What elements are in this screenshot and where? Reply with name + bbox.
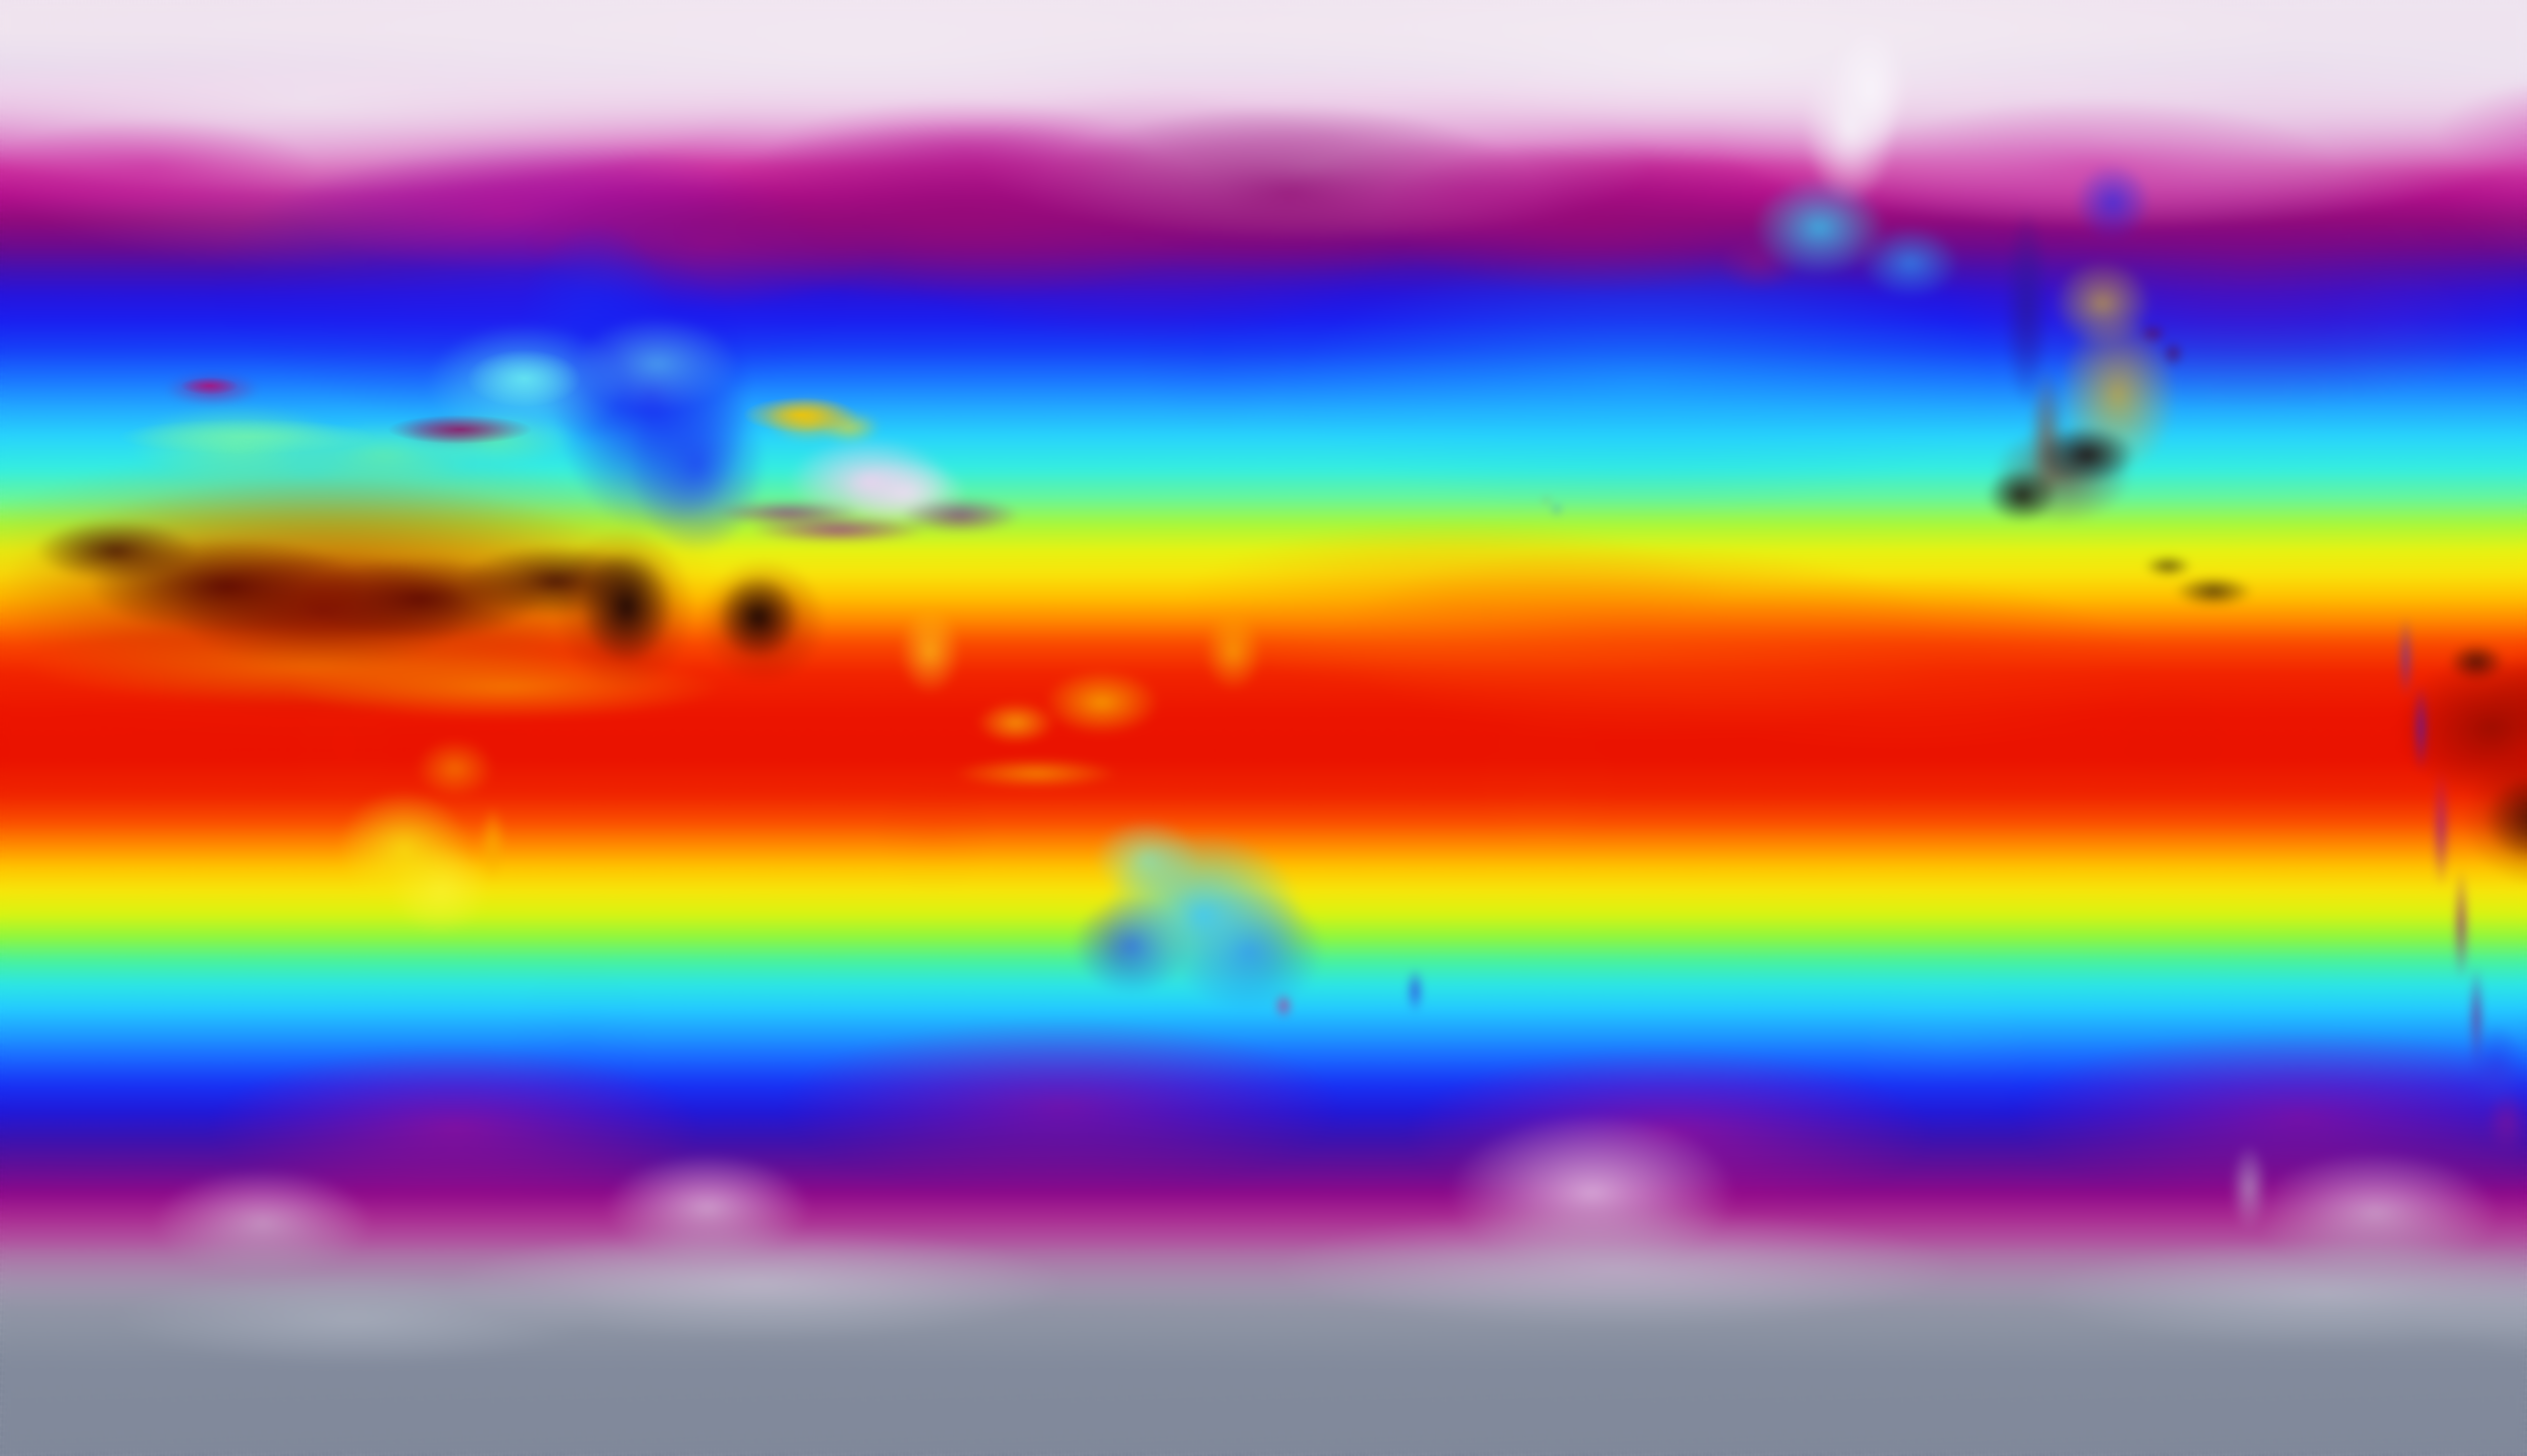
mediterranean-sea <box>116 418 379 455</box>
caucasus-zagros <box>387 415 533 444</box>
taklamakan-basin <box>742 397 859 434</box>
alps <box>180 377 239 395</box>
caspian-aral-basin <box>465 349 582 408</box>
